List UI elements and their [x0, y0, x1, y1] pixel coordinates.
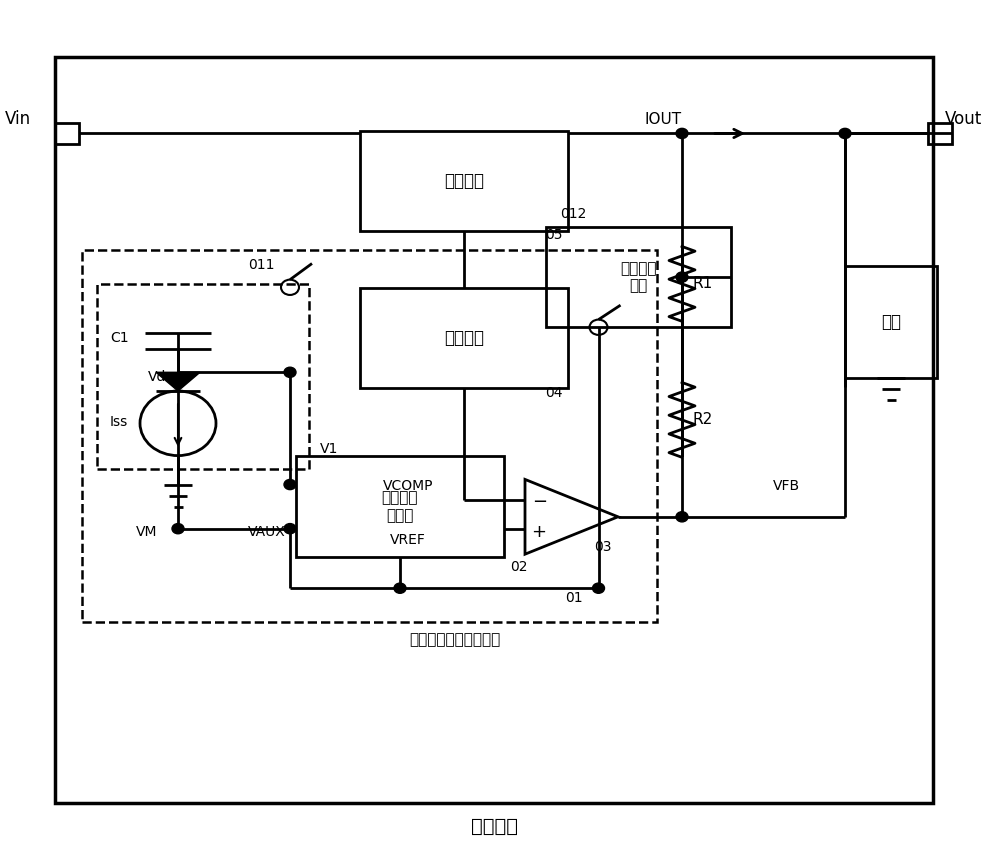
Bar	[296, 456, 504, 557]
Text: 辅助参考电压生成电路: 辅助参考电压生成电路	[409, 632, 501, 647]
Text: 05: 05	[545, 229, 562, 242]
Circle shape	[394, 583, 406, 593]
Text: Iss: Iss	[110, 416, 128, 429]
Text: VAUX: VAUX	[248, 525, 286, 539]
Text: 开关电源: 开关电源	[471, 817, 518, 836]
Bar	[97, 284, 309, 469]
Text: 02: 02	[510, 560, 528, 574]
Text: IOUT: IOUT	[645, 111, 682, 127]
Text: Vd: Vd	[148, 371, 166, 384]
Text: 011: 011	[248, 258, 274, 272]
Text: R1: R1	[692, 275, 712, 291]
Text: 低电压跟
随电路: 低电压跟 随电路	[382, 490, 418, 523]
Text: VCOMP: VCOMP	[383, 479, 434, 493]
Text: 驱动电路: 驱动电路	[444, 329, 484, 348]
Bar	[55, 57, 933, 803]
Circle shape	[676, 272, 688, 282]
Text: +: +	[531, 523, 546, 541]
Polygon shape	[156, 372, 200, 391]
Bar	[360, 131, 568, 231]
Text: −: −	[532, 492, 547, 511]
Circle shape	[592, 583, 604, 593]
Text: 012: 012	[560, 207, 586, 221]
Circle shape	[839, 128, 851, 139]
Text: Vin: Vin	[5, 110, 31, 128]
Bar	[55, 123, 79, 144]
Bar	[360, 288, 568, 388]
Text: Vout: Vout	[945, 110, 982, 128]
Bar	[546, 227, 731, 327]
Text: V1: V1	[320, 442, 338, 456]
Text: 01: 01	[565, 592, 583, 605]
Circle shape	[284, 367, 296, 377]
Circle shape	[676, 512, 688, 522]
Bar	[82, 250, 657, 622]
Text: C1: C1	[110, 332, 129, 345]
Text: 04: 04	[545, 386, 562, 400]
Circle shape	[676, 128, 688, 139]
Circle shape	[284, 524, 296, 534]
Bar	[845, 266, 937, 378]
Text: VFB: VFB	[773, 479, 800, 493]
Circle shape	[172, 524, 184, 534]
Bar	[928, 123, 952, 144]
Text: R2: R2	[692, 412, 712, 428]
Text: VREF: VREF	[390, 533, 426, 547]
Text: 钳位下拉
电路: 钳位下拉 电路	[620, 261, 657, 293]
Text: 功率电路: 功率电路	[444, 172, 484, 190]
Text: 03: 03	[594, 541, 612, 554]
Circle shape	[284, 479, 296, 490]
Text: 负载: 负载	[881, 313, 901, 332]
Text: VM: VM	[136, 525, 158, 539]
